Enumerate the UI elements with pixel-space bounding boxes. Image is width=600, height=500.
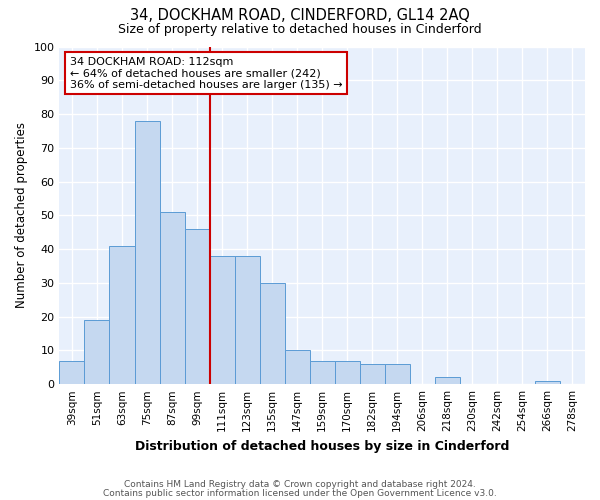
Y-axis label: Number of detached properties: Number of detached properties <box>15 122 28 308</box>
Bar <box>335 360 360 384</box>
Bar <box>385 364 410 384</box>
Text: Size of property relative to detached houses in Cinderford: Size of property relative to detached ho… <box>118 22 482 36</box>
Text: 34, DOCKHAM ROAD, CINDERFORD, GL14 2AQ: 34, DOCKHAM ROAD, CINDERFORD, GL14 2AQ <box>130 8 470 22</box>
Bar <box>109 246 134 384</box>
Bar <box>85 320 109 384</box>
Bar <box>160 212 185 384</box>
Bar <box>59 360 85 384</box>
Text: 34 DOCKHAM ROAD: 112sqm
← 64% of detached houses are smaller (242)
36% of semi-d: 34 DOCKHAM ROAD: 112sqm ← 64% of detache… <box>70 56 343 90</box>
Bar <box>235 256 260 384</box>
Text: Contains public sector information licensed under the Open Government Licence v3: Contains public sector information licen… <box>103 488 497 498</box>
Bar <box>535 381 560 384</box>
Bar <box>284 350 310 384</box>
Bar <box>260 283 284 384</box>
Bar <box>209 256 235 384</box>
Text: Contains HM Land Registry data © Crown copyright and database right 2024.: Contains HM Land Registry data © Crown c… <box>124 480 476 489</box>
Bar <box>435 378 460 384</box>
Bar <box>185 229 209 384</box>
Bar <box>134 121 160 384</box>
Bar <box>310 360 335 384</box>
X-axis label: Distribution of detached houses by size in Cinderford: Distribution of detached houses by size … <box>135 440 509 452</box>
Bar <box>360 364 385 384</box>
